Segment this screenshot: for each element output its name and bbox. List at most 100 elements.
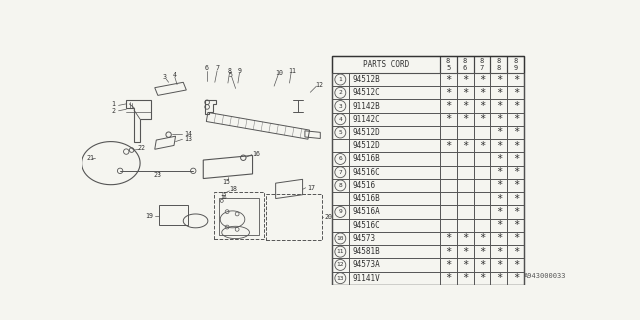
Bar [440,113,456,126]
Text: *: * [496,75,502,84]
Text: 94516A: 94516A [353,207,380,216]
Text: *: * [513,114,519,124]
Text: 6: 6 [463,65,467,70]
Bar [508,258,524,272]
Bar [349,272,440,285]
Text: 8: 8 [480,58,484,64]
Bar [508,56,524,73]
Text: 4: 4 [173,72,177,77]
Bar [332,139,349,152]
Text: 94512D: 94512D [353,128,380,137]
Text: *: * [513,101,519,111]
Text: *: * [513,127,519,138]
Text: *: * [479,247,485,257]
Bar [456,126,474,139]
Bar [456,100,474,113]
Text: 5: 5 [446,65,451,70]
Text: 5: 5 [228,72,232,78]
Text: 8: 8 [497,65,501,70]
Bar [490,139,508,152]
Bar [474,56,490,73]
Bar [508,126,524,139]
Text: *: * [462,273,468,283]
Text: *: * [513,273,519,283]
Bar [456,152,474,166]
Text: *: * [496,88,502,98]
Text: 3: 3 [163,74,167,80]
Text: *: * [462,88,468,98]
Bar [456,73,474,86]
Text: *: * [462,114,468,124]
Bar [456,56,474,73]
Bar [332,166,349,179]
Bar [508,113,524,126]
Text: 20: 20 [325,214,333,220]
Text: 13: 13 [184,136,192,142]
Text: *: * [445,273,451,283]
Bar [440,100,456,113]
Text: *: * [496,247,502,257]
Text: *: * [445,141,451,151]
Bar [490,152,508,166]
Text: 4: 4 [339,117,342,122]
Text: 5: 5 [339,130,342,135]
Text: *: * [462,260,468,270]
Bar [440,258,456,272]
Bar [474,139,490,152]
Text: *: * [513,167,519,177]
Text: *: * [496,220,502,230]
Text: *: * [445,101,451,111]
Bar [349,179,440,192]
Text: *: * [496,101,502,111]
Text: 2: 2 [111,108,115,114]
Bar [490,205,508,219]
Bar [456,219,474,232]
Text: 91142C: 91142C [353,115,380,124]
Text: *: * [445,75,451,84]
Text: 23: 23 [153,172,161,178]
Text: 15: 15 [222,180,230,185]
Text: 94516C: 94516C [353,168,380,177]
Bar [490,126,508,139]
Bar [349,126,440,139]
Bar [490,56,508,73]
Text: *: * [513,180,519,190]
Bar [440,272,456,285]
Text: *: * [496,167,502,177]
Bar [440,126,456,139]
Text: 7: 7 [339,170,342,175]
Text: *: * [479,234,485,244]
Text: *: * [496,154,502,164]
Bar [440,205,456,219]
Bar [440,152,456,166]
Text: 6: 6 [205,65,209,71]
Bar [508,73,524,86]
Bar [349,219,440,232]
Text: *: * [513,154,519,164]
Bar [349,113,440,126]
Text: 91142B: 91142B [353,101,380,110]
Bar [474,113,490,126]
Text: 94516B: 94516B [353,194,380,203]
Text: 8: 8 [227,68,232,74]
Bar [332,179,349,192]
Text: *: * [479,260,485,270]
Bar [490,179,508,192]
Bar [508,179,524,192]
Bar [490,166,508,179]
Text: *: * [445,260,451,270]
Text: *: * [479,141,485,151]
Bar [332,245,349,258]
Text: *: * [479,273,485,283]
Text: 7: 7 [480,65,484,70]
Text: *: * [445,234,451,244]
Bar [474,192,490,205]
Bar [508,152,524,166]
Text: 16: 16 [253,151,260,157]
Bar [474,245,490,258]
Text: *: * [513,260,519,270]
Bar [490,113,508,126]
Text: 6: 6 [339,156,342,162]
Bar [474,272,490,285]
Text: 8: 8 [497,58,501,64]
